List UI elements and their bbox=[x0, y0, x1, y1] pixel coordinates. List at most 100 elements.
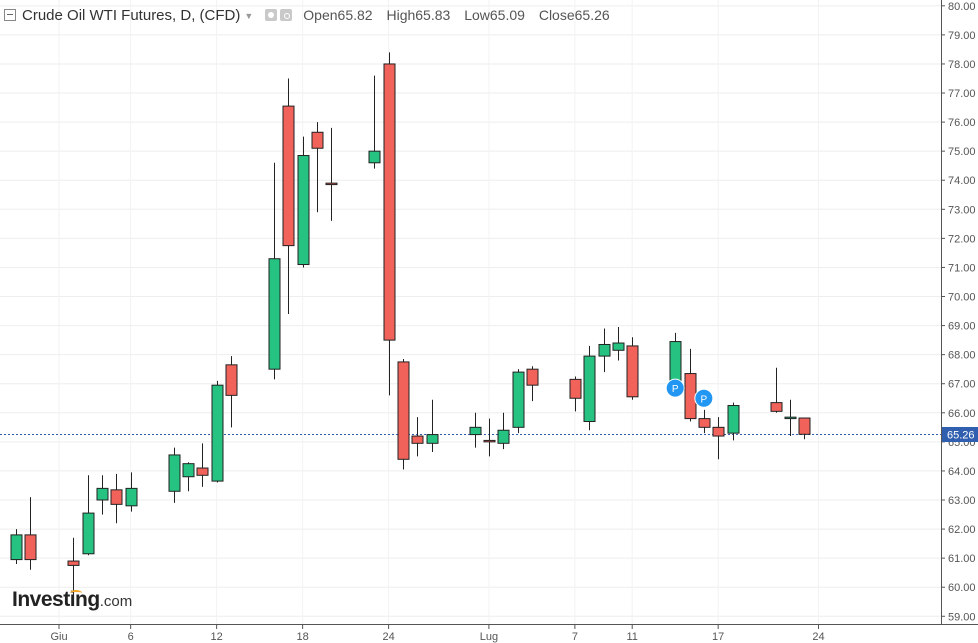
candle-body bbox=[684, 373, 697, 420]
candle-body bbox=[297, 155, 310, 266]
candle-body bbox=[96, 487, 109, 501]
last-price-badge: 65.26 bbox=[942, 427, 978, 442]
candle-up bbox=[784, 399, 797, 437]
candle-down bbox=[311, 122, 324, 213]
candle-up bbox=[426, 399, 439, 453]
time-tick-label: Lug bbox=[480, 631, 498, 643]
high-label: High bbox=[386, 7, 416, 23]
ohlc-readout: Open65.82 High65.83 Low65.09 Close65.26 bbox=[303, 7, 619, 23]
candle-up bbox=[10, 529, 23, 564]
candle-down bbox=[698, 409, 711, 434]
candle-up bbox=[125, 472, 138, 512]
chart-grid bbox=[0, 0, 941, 625]
candle-body bbox=[626, 345, 639, 398]
candle-up bbox=[182, 462, 195, 492]
candle-body bbox=[368, 150, 381, 164]
candle-body bbox=[469, 426, 482, 436]
candle-body bbox=[770, 402, 783, 412]
price-tick-label: 60.00 bbox=[948, 582, 976, 594]
candle-body bbox=[383, 63, 396, 341]
candle-body bbox=[110, 489, 123, 505]
candle-body bbox=[182, 463, 195, 478]
candle-down bbox=[526, 366, 539, 402]
candle-up bbox=[82, 475, 95, 556]
candle-up bbox=[168, 447, 181, 503]
candle-body bbox=[10, 534, 23, 561]
candle-body bbox=[569, 378, 582, 399]
candle-down bbox=[483, 418, 496, 457]
candle-up bbox=[497, 412, 510, 450]
candle-body bbox=[397, 361, 410, 460]
time-tick-label: 6 bbox=[128, 631, 134, 643]
candle-up bbox=[469, 412, 482, 448]
price-tick-label: 59.00 bbox=[948, 611, 976, 623]
candle-body bbox=[712, 426, 725, 437]
candle-up bbox=[612, 327, 625, 361]
candle-body bbox=[24, 534, 37, 561]
price-tick-label: 68.00 bbox=[948, 350, 976, 362]
logo-swoosh-icon bbox=[70, 590, 82, 596]
time-tick-label: 7 bbox=[572, 631, 578, 643]
candle-body bbox=[727, 405, 740, 434]
candle-body bbox=[598, 343, 611, 357]
price-tick-label: 80.00 bbox=[948, 1, 976, 13]
candle-down bbox=[325, 127, 338, 221]
candle-body bbox=[196, 467, 209, 476]
price-tick-label: 75.00 bbox=[948, 146, 976, 158]
price-tick-label: 76.00 bbox=[948, 117, 976, 129]
candle-body bbox=[426, 434, 439, 444]
candle-up bbox=[598, 328, 611, 373]
gear-icon[interactable] bbox=[280, 9, 293, 21]
event-marker-label: P bbox=[701, 394, 708, 405]
candle-down bbox=[712, 417, 725, 460]
eye-icon[interactable] bbox=[265, 9, 278, 21]
candle-up bbox=[297, 136, 310, 268]
candle-down bbox=[626, 337, 639, 400]
candle-body bbox=[612, 342, 625, 351]
candle-body bbox=[411, 435, 424, 444]
price-tick-label: 67.00 bbox=[948, 379, 976, 391]
time-tick-label: 12 bbox=[211, 631, 223, 643]
time-axis[interactable]: Giu 6 12 18 24 Lug 7 11 17 24 bbox=[50, 625, 825, 643]
candle-body bbox=[483, 439, 496, 443]
logo-suffix-text: .com bbox=[99, 593, 133, 610]
candle-down bbox=[569, 376, 582, 412]
time-tick-label: 24 bbox=[812, 631, 824, 643]
candle-down bbox=[196, 443, 209, 487]
candle-down bbox=[798, 417, 811, 440]
price-tick-label: 77.00 bbox=[948, 88, 976, 100]
candle-body bbox=[125, 487, 138, 507]
candle-body bbox=[67, 560, 80, 566]
open-label: Open bbox=[303, 7, 338, 23]
instrument-title[interactable]: Crude Oil WTI Futures, D, (CFD) bbox=[22, 6, 241, 24]
candle-up bbox=[368, 75, 381, 169]
price-tick-label: 74.00 bbox=[948, 175, 976, 187]
price-tick-label: 71.00 bbox=[948, 262, 976, 274]
time-tick-label: 17 bbox=[712, 631, 724, 643]
low-label: Low bbox=[464, 7, 490, 23]
candle-down bbox=[770, 367, 783, 413]
price-tick-label: 64.00 bbox=[948, 466, 976, 478]
price-tick-label: 66.00 bbox=[948, 408, 976, 420]
candle-up bbox=[96, 475, 109, 515]
close-label: Close bbox=[538, 7, 575, 23]
price-tick-label: 69.00 bbox=[948, 321, 976, 333]
candle-body bbox=[168, 454, 181, 492]
event-marker bbox=[694, 388, 714, 408]
candle-body bbox=[268, 258, 281, 370]
candle-body bbox=[282, 105, 295, 247]
caret-down-icon[interactable]: ▼ bbox=[244, 11, 254, 21]
candle-down bbox=[67, 537, 80, 596]
collapse-icon[interactable] bbox=[4, 9, 16, 21]
candle-down bbox=[383, 52, 396, 396]
price-axis[interactable]: 80.00 79.00 78.00 77.00 76.00 75.00 74.00 73.00… bbox=[941, 1, 976, 623]
logo-main-text: Investing bbox=[12, 588, 100, 611]
candle-body bbox=[325, 182, 338, 186]
candle-down bbox=[110, 473, 123, 524]
high-value: 65.83 bbox=[415, 7, 451, 23]
price-tick-label: 72.00 bbox=[948, 233, 976, 245]
price-tick-label: 78.00 bbox=[948, 59, 976, 71]
time-tick-label: 18 bbox=[296, 631, 308, 643]
candle-down bbox=[282, 78, 295, 314]
